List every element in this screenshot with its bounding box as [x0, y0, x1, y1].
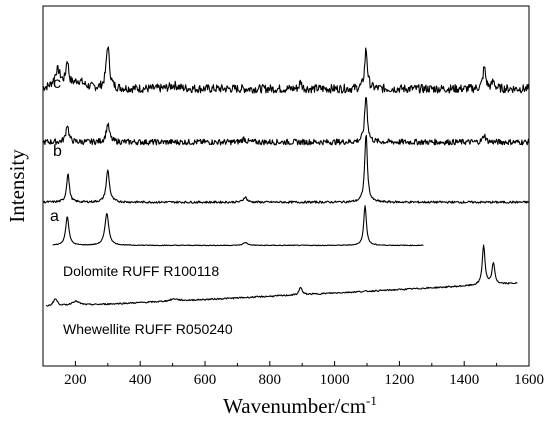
spectrum-line-2: [43, 134, 530, 204]
x-tick-label: 400: [129, 372, 152, 388]
x-tick-label: 200: [64, 372, 87, 388]
series-label-a: a: [50, 208, 59, 225]
series-label-whewellite: Whewellite RUFF R050240: [63, 321, 233, 337]
spectrum-line-4: [45, 244, 518, 307]
x-tick-label: 1600: [514, 372, 544, 388]
x-tick-label: 1000: [320, 372, 350, 388]
x-axis-title: Wavenumber/cm-1: [223, 393, 377, 418]
spectrum-line-1: [42, 97, 530, 146]
series-label-b: b: [53, 143, 62, 160]
x-tick-label: 1200: [384, 372, 414, 388]
plot-frame: [42, 5, 530, 367]
series-label-c: c: [53, 75, 61, 92]
spectra: [42, 46, 530, 307]
x-tick-label: 600: [194, 372, 217, 388]
spectrum-line-0: [42, 46, 530, 94]
spectrum-line-3: [52, 205, 424, 247]
x-axis-ticks: 200 400 600 800 1000 1200 1400 1600: [42, 361, 544, 388]
x-tick-label: 1400: [449, 372, 479, 388]
y-axis-title: Intensity: [5, 149, 29, 223]
x-tick-label: 800: [259, 372, 282, 388]
series-label-dolomite: Dolomite RUFF R100118: [63, 263, 219, 279]
